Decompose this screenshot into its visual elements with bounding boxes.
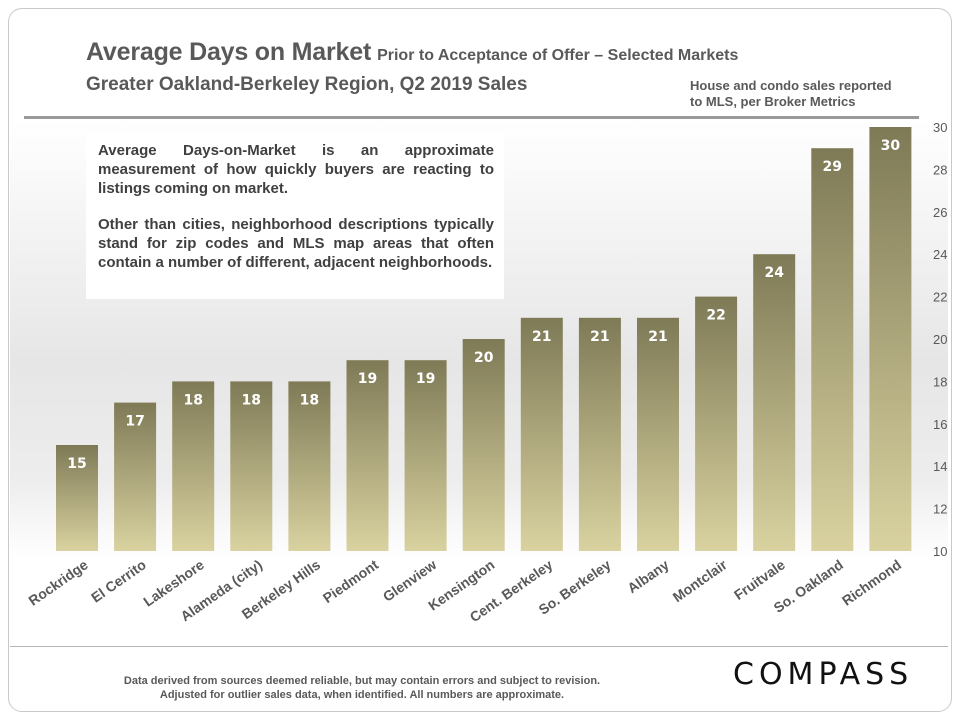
footer-rule [10, 646, 948, 647]
y-tick-label-9: 28 [933, 162, 947, 177]
x-tick-label-14: Richmond [839, 556, 904, 608]
bar-value-label-2: 18 [183, 392, 202, 408]
source-note-line2: to MLS, per Broker Metrics [690, 94, 856, 109]
chart-title: Average Days on Market Prior to Acceptanc… [86, 38, 738, 67]
source-note-line1: House and condo sales reported [690, 78, 892, 93]
x-tick-label-5: Piedmont [320, 556, 382, 606]
info-paragraph-1: Average Days-on-Market is an approximate… [98, 142, 494, 197]
bar-9 [578, 317, 621, 551]
bar-3 [230, 381, 273, 551]
y-tick-label-6: 22 [933, 290, 947, 305]
bar-value-label-11: 22 [706, 308, 725, 324]
bar-8 [520, 317, 563, 551]
info-paragraph-2: Other than cities, neighborhood descript… [98, 216, 494, 271]
header-rule [24, 116, 919, 119]
bar-value-label-5: 19 [358, 371, 377, 387]
y-tick-label-7: 24 [933, 247, 947, 262]
y-tick-label-10: 30 [933, 120, 947, 135]
bar-4 [288, 381, 331, 551]
footer-line-2: Adjusted for outlier sales data, when id… [159, 689, 565, 701]
bar-value-label-0: 15 [67, 456, 86, 472]
y-tick-label-0: 10 [933, 544, 947, 559]
bar-value-label-10: 21 [648, 329, 667, 345]
title-suffix: Prior to Acceptance of Offer – Selected … [377, 47, 739, 64]
bar-value-label-13: 29 [823, 159, 842, 175]
bar-13 [811, 148, 854, 551]
bar-2 [172, 381, 215, 551]
y-tick-label-2: 14 [933, 459, 947, 474]
x-tick-label-1: El Cerrito [88, 556, 149, 605]
bar-value-label-3: 18 [242, 392, 261, 408]
source-note: House and condo sales reported to MLS, p… [690, 78, 920, 110]
x-tick-label-11: Montclair [670, 556, 731, 605]
y-tick-label-4: 18 [933, 374, 947, 389]
bar-1 [114, 402, 157, 551]
y-tick-label-8: 26 [933, 205, 947, 220]
bar-value-label-4: 18 [300, 392, 319, 408]
y-tick-label-1: 12 [933, 502, 947, 517]
y-axis: 10 12 14 16 18 20 22 24 26 28 30 [933, 120, 947, 559]
y-tick-label-5: 20 [933, 332, 947, 347]
footer-line-1: Data derived from sources deemed reliabl… [123, 675, 601, 687]
bar-11 [695, 296, 738, 551]
bar-14 [869, 127, 912, 551]
title-main: Average Days on Market [86, 38, 372, 66]
bar-0 [56, 445, 98, 551]
bar-5 [346, 360, 389, 551]
x-tick-label-10: Albany [624, 556, 672, 596]
bars-group: 15 17 18 18 18 19 19 20 21 21 21 22 24 29 30 [56, 127, 912, 551]
bar-7 [462, 339, 505, 551]
bar-10 [637, 317, 679, 551]
bar-6 [404, 360, 447, 551]
chart-subtitle: Greater Oakland-Berkeley Region, Q2 2019… [86, 74, 528, 95]
bar-value-label-7: 20 [474, 350, 494, 366]
y-tick-label-3: 16 [933, 417, 947, 432]
bar-value-label-8: 21 [532, 329, 551, 345]
bar-value-label-9: 21 [590, 329, 609, 345]
bar-12 [753, 254, 796, 551]
footer-disclaimer: Data derived from sources deemed reliabl… [82, 674, 642, 702]
info-box: Average Days-on-Market is an approximate… [86, 133, 504, 299]
x-tick-label-0: Rockridge [25, 556, 90, 608]
compass-logo: COMPASS [733, 657, 914, 692]
bar-value-label-12: 24 [764, 265, 784, 281]
bar-value-label-6: 19 [416, 371, 435, 387]
bar-value-label-14: 30 [881, 138, 901, 154]
bar-value-label-1: 17 [125, 414, 144, 430]
